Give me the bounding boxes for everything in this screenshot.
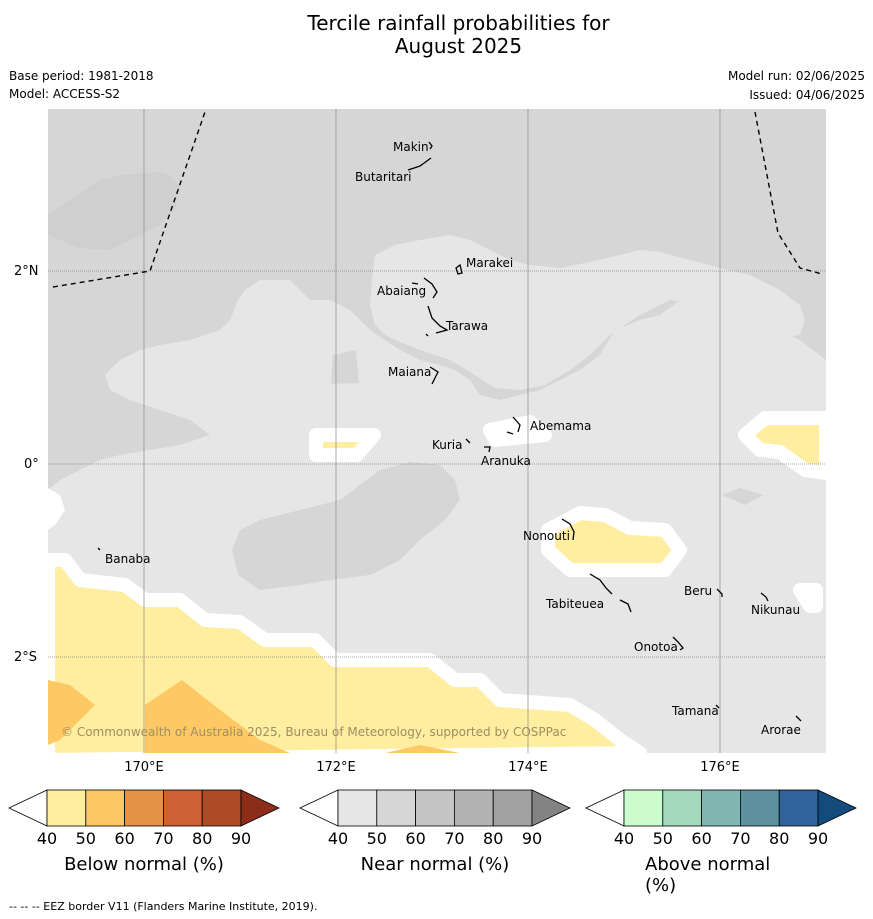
lon-label-170e: 170°E [124,760,164,775]
colorbar-tick: 40 [327,829,349,848]
colorbar-tick: 50 [75,829,96,848]
colorbar-tick: 40 [613,829,635,848]
place-label-tamana: Tamana [671,704,719,718]
colorbar-bin-50 [662,789,702,827]
below-normal-50-patch-sw [48,680,95,745]
colorbar-label-above: Above normal (%) [645,854,771,896]
colorbar-label-near: Near normal (%) [360,854,510,875]
colorbar-tick: 40 [36,829,58,848]
colorbar-tick: 50 [652,829,673,848]
near-normal-50-patch-east [722,488,764,505]
colorbar-tick: 60 [691,829,712,848]
colorbar-tick: 60 [405,829,426,848]
white-edge-west [48,488,65,530]
place-label-arorae: Arorae [761,723,801,737]
below-normal-40-patch-west [309,428,381,462]
island-outlines [97,141,802,722]
colorbar-bin-80 [778,789,819,827]
colorbar-bin-40 [46,789,87,827]
near-normal-40-interior [370,235,805,390]
near-normal-50-patch-nw [48,172,180,250]
place-label-aranuka: Aranuka [481,454,531,468]
place-label-abaiang: Abaiang [377,284,426,298]
eez-border [52,109,823,288]
colorbar-tick: 50 [366,829,387,848]
lon-label-174e: 174°E [508,760,548,775]
colorbar-tick: 60 [114,829,135,848]
eez-footnote: -- -- -- EEZ border V11 (Flanders Marine… [9,900,318,913]
below-normal-50-patch-south [145,680,290,753]
place-labels: Makin Butaritari Marakei Abaiang Tarawa Maian… [105,140,801,737]
map-title: Tercile rainfall probabilities for Augus… [0,12,873,58]
place-label-onotoa: Onotoa [634,640,678,654]
colorbar-0 [8,789,280,827]
base-period: Base period: 1981-2018 [9,69,154,83]
issued-date: Issued: 04/06/2025 [749,88,865,102]
title-line-1: Tercile rainfall probabilities for [307,11,610,35]
place-label-butaritari: Butaritari [355,170,412,184]
colorbar-max-extend [531,789,571,827]
lon-label-172e: 172°E [316,760,356,775]
colorbar-bin-40 [623,789,664,827]
colorbar-tick: 80 [769,829,790,848]
place-label-tarawa: Tarawa [445,319,488,333]
near-normal-50-patch-south [232,462,460,590]
colorbar-tick: 70 [153,829,174,848]
place-label-kuria: Kuria [432,438,463,452]
colorbar-min-extend [8,789,48,827]
below-normal-40-patch-far-east [793,583,823,613]
place-label-maiana: Maiana [388,365,431,379]
colorbars [8,789,857,827]
colorbar-bin-50 [85,789,126,827]
colorbar-min-extend [585,789,625,827]
colorbar-tick: 90 [230,829,252,848]
copyright-notice: © Commonwealth of Australia 2025, Bureau… [61,725,566,739]
place-label-beru: Beru [684,584,712,598]
lon-label-176e: 176°E [700,760,740,775]
place-label-tabiteuea: Tabiteuea [545,597,604,611]
colorbar-label-below: Below normal (%) [64,854,224,875]
colorbar-bin-60 [415,789,455,827]
colorbar-bin-70 [740,789,780,827]
colorbar-max-extend [817,789,857,827]
lat-label-2n: 2°N [14,264,39,279]
colorbar-tick: 70 [444,829,465,848]
colorbar-bin-70 [453,789,494,827]
title-line-2: August 2025 [394,34,523,58]
below-normal-40-patch-southeast [541,506,687,577]
colorbar-2 [585,789,857,827]
colorbar-bin-60 [701,789,741,827]
colorbar-min-extend [299,789,339,827]
colorbar-tick: 80 [483,829,504,848]
colorbar-bin-80 [201,789,242,827]
colorbar-tick: 90 [807,829,829,848]
place-label-makin: Makin [393,140,429,154]
place-label-banaba: Banaba [105,552,151,566]
below-normal-50-patch-bottom [385,745,460,753]
graticule [48,109,826,753]
colorbar-tick: 90 [521,829,543,848]
model-name: Model: ACCESS-S2 [9,87,121,101]
colorbar-tick: 80 [192,829,213,848]
colorbar-tick: 70 [730,829,751,848]
below-normal-40-patch-east [738,411,826,480]
below-normal-40-patch-central [483,415,552,447]
place-label-marakei: Marakei [466,256,513,270]
model-run-date: Model run: 02/06/2025 [727,69,865,83]
lat-label-0: 0° [24,457,39,472]
near-normal-50-patch-small [331,350,359,384]
lat-label-2s: 2°S [14,650,38,665]
colorbar-bin-50 [376,789,416,827]
colorbar-bin-40 [337,789,378,827]
colorbar-bin-60 [124,789,164,827]
place-label-nonouti: Nonouti [523,529,570,543]
colorbar-bin-80 [492,789,533,827]
place-label-nikunau: Nikunau [751,603,800,617]
colorbar-max-extend [240,789,280,827]
colorbar-1 [299,789,571,827]
colorbar-bin-70 [162,789,203,827]
place-label-abemama: Abemama [530,419,591,433]
